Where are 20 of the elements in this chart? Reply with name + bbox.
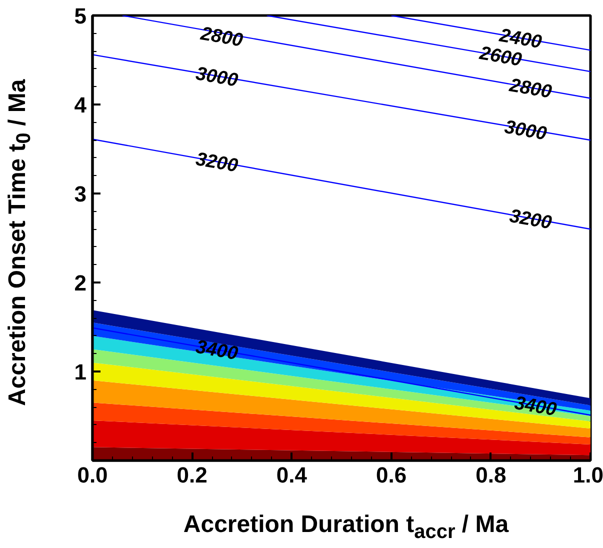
x-tick-label: 0.6 xyxy=(376,462,407,488)
y-tick-label: 2 xyxy=(74,270,87,296)
annotation: 3400 xyxy=(194,336,240,365)
y-tick-label: 4 xyxy=(74,92,88,118)
annotation: 3000 xyxy=(502,116,549,145)
annotation: 2800 xyxy=(506,74,554,104)
x-tick-label: 0.0 xyxy=(77,462,108,488)
x-tick-label: 1.0 xyxy=(572,462,603,488)
y-tick-label: 3 xyxy=(74,182,87,206)
x-axis-title: Accretion Duration t$_{accr}$ / Ma xyxy=(183,510,509,542)
x-tick-label: 0.8 xyxy=(476,462,506,488)
annotation: 3400 xyxy=(512,392,559,421)
annotation: 3000 xyxy=(194,64,240,92)
x-tick-label: 0.4 xyxy=(276,462,308,488)
annotation: 3200 xyxy=(508,206,554,234)
y-tick-label: 1 xyxy=(74,360,87,384)
x-tick-label: 0.2 xyxy=(176,462,208,488)
y-tick-label: 5 xyxy=(74,4,87,28)
annotation: 2800 xyxy=(198,23,245,52)
annotation: 3200 xyxy=(194,148,240,178)
